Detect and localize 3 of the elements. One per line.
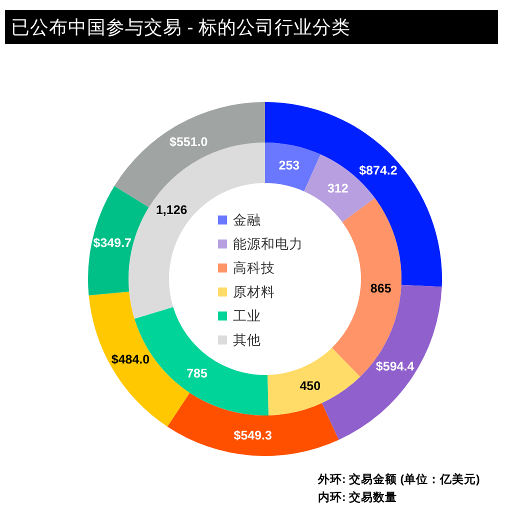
title: 已公布中国参与交易 - 标的公司行业分类 [11, 16, 350, 38]
annotation: 外环: 交易金额 (单位：亿美元) [318, 474, 480, 486]
annotation: 内环: 交易数量 [318, 492, 398, 504]
